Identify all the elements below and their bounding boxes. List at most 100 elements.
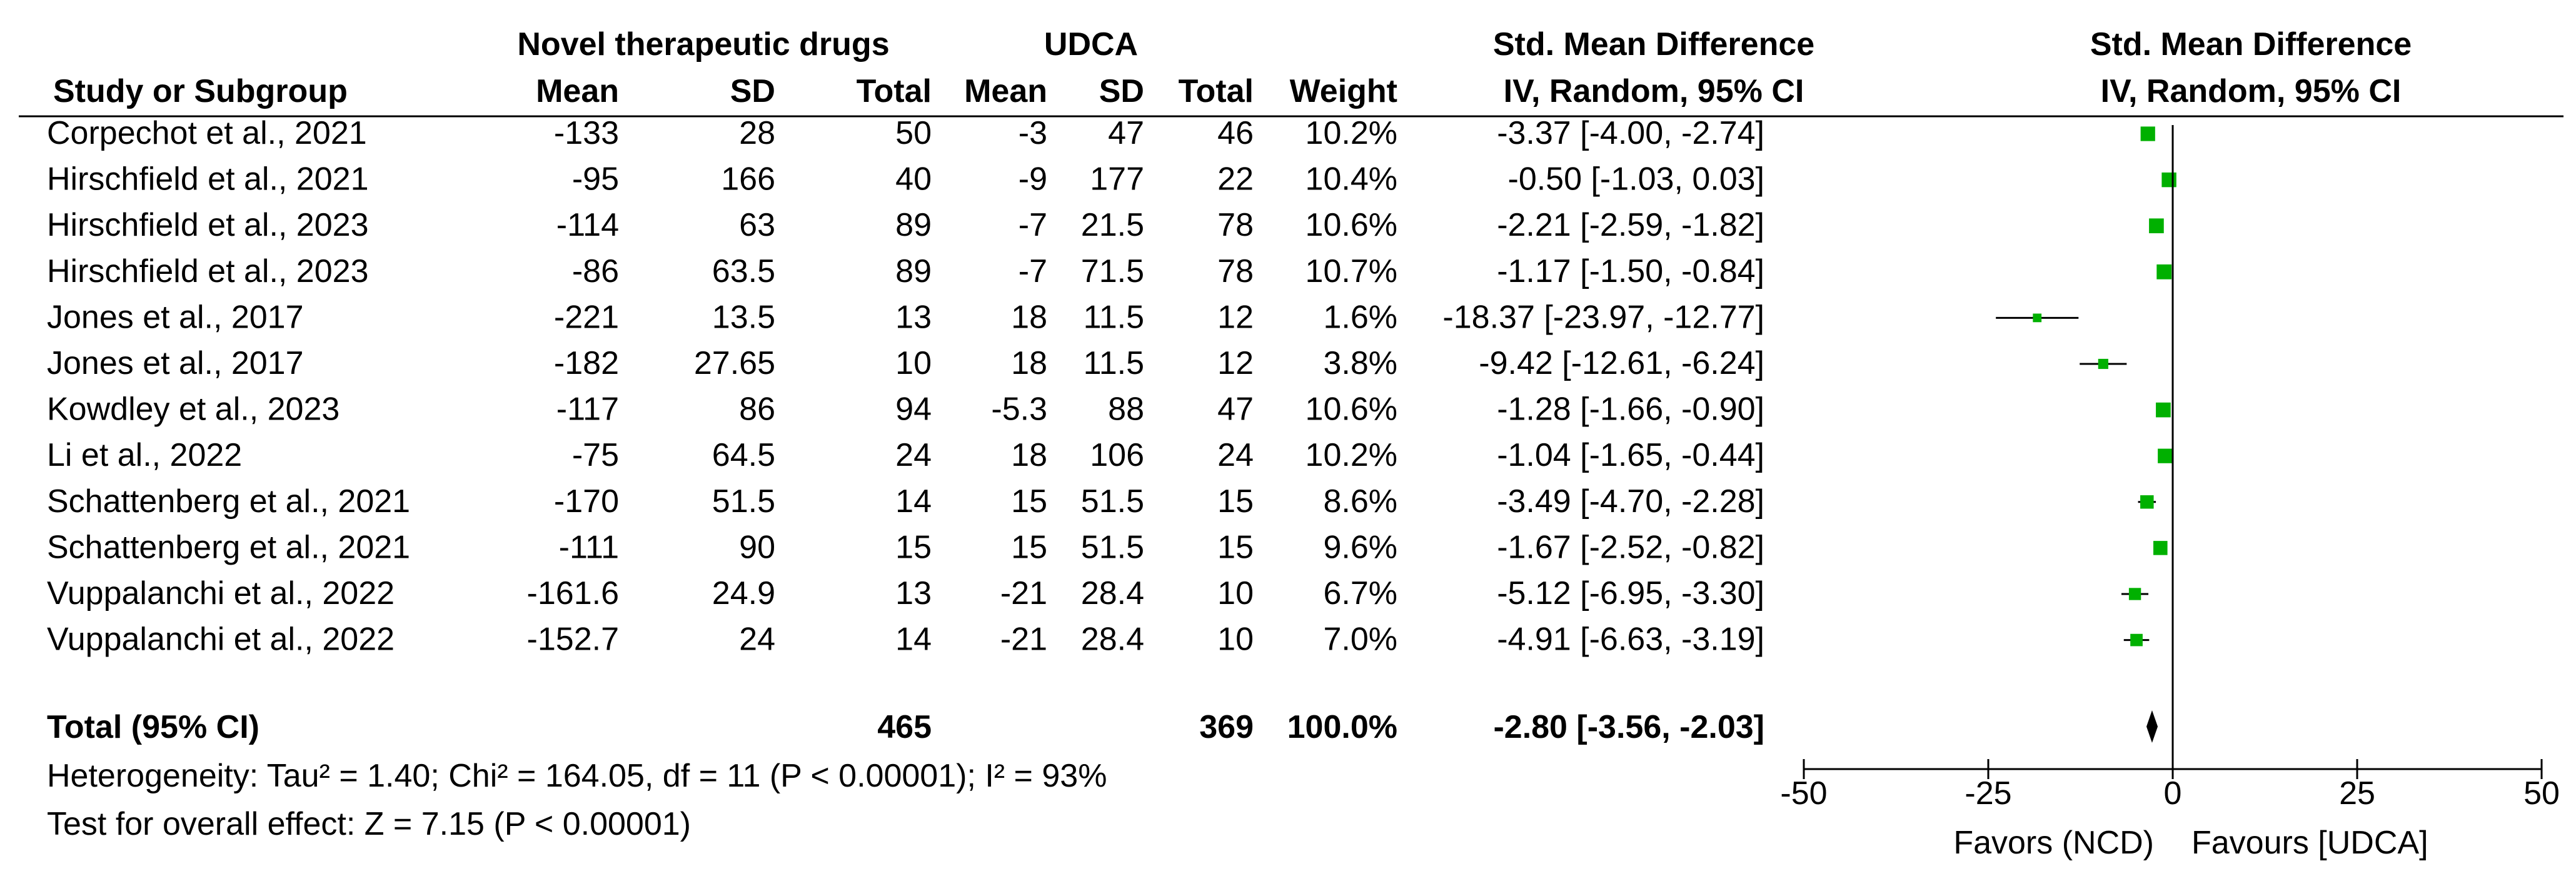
cell-ctl-total: 78: [1217, 207, 1254, 243]
cell-weight: 10.6%: [1306, 391, 1397, 428]
cell-exp-total: 14: [895, 622, 932, 658]
cell-study: Hirschfield et al., 2023: [47, 253, 369, 289]
cell-exp-mean: -95: [572, 161, 619, 198]
cell-exp-sd: 63: [739, 207, 775, 243]
cell-ci-text: -18.37 [-23.97, -12.77]: [1442, 299, 1764, 335]
cell-ctl-mean: -3: [1019, 115, 1047, 151]
table-row: Hirschfield et al., 2021 -95 166 40 -9 177 22 1…: [47, 161, 1764, 198]
cell-weight: 9.6%: [1323, 529, 1397, 565]
plot-header-line2: IV, Random, 95% CI: [2101, 73, 2402, 109]
favours-left-label: Favors (NCD): [1953, 825, 2154, 861]
cell-weight: 10.4%: [1306, 161, 1397, 198]
cell-exp-sd: 13.5: [712, 299, 775, 335]
effect-point: [2130, 633, 2143, 647]
cell-ctl-total: 10: [1217, 575, 1254, 612]
cell-ctl-sd: 71.5: [1081, 253, 1144, 289]
forest-plot-area: -50 -25 0 25 50 Favors (NCD) Favours [UDCA]: [1780, 125, 2560, 861]
cell-ci-text: -3.49 [-4.70, -2.28]: [1497, 483, 1764, 520]
cell-ctl-mean: 15: [1011, 529, 1047, 565]
cell-ctl-mean: 15: [1011, 483, 1047, 520]
effect-point: [2161, 172, 2176, 188]
cell-ctl-mean: -5.3: [991, 391, 1047, 428]
cell-ctl-total: 46: [1217, 115, 1254, 151]
cell-exp-sd: 64.5: [712, 437, 775, 473]
table-row: Hirschfield et al., 2023 -86 63.5 89 -7 71.5 7…: [47, 253, 1764, 289]
cell-study: Schattenberg et al., 2021: [47, 483, 410, 520]
total-weight: 100.0%: [1287, 709, 1397, 745]
cell-ctl-sd: 51.5: [1081, 529, 1144, 565]
overall-effect-stats: Test for overall effect: Z = 7.15 (P < 0…: [47, 806, 691, 842]
table-row: Schattenberg et al., 2021 -170 51.5 14 15 51.…: [47, 483, 1764, 520]
control-group-header: UDCA: [1044, 26, 1138, 63]
cell-exp-sd: 24: [739, 622, 775, 658]
cell-ctl-sd: 106: [1090, 437, 1144, 473]
cell-exp-total: 50: [895, 115, 932, 151]
cell-exp-mean: -170: [554, 483, 619, 520]
x-tick-label: -25: [1965, 775, 2011, 812]
cell-weight: 3.8%: [1323, 345, 1397, 381]
cell-weight: 10.6%: [1306, 207, 1397, 243]
effect-column-header-line2: IV, Random, 95% CI: [1504, 73, 1804, 109]
cell-ctl-total: 78: [1217, 253, 1254, 289]
cell-ci-text: -4.91 [-6.63, -3.19]: [1497, 622, 1764, 658]
cell-ci-text: -1.67 [-2.52, -0.82]: [1497, 529, 1764, 565]
cell-exp-mean: -114: [556, 207, 619, 243]
study-rows: Corpechot et al., 2021 -133 28 50 -3 47 46 10.2…: [47, 115, 1764, 658]
total-row: Total (95% CI) 465 369 100.0% -2.80 [-3.…: [47, 709, 1764, 745]
ctl-mean-column-header: Mean: [964, 73, 1047, 109]
table-row: Vuppalanchi et al., 2022 -161.6 24.9 13 -21 2…: [47, 575, 1764, 612]
cell-ctl-sd: 51.5: [1081, 483, 1144, 520]
cell-ci-text: -1.04 [-1.65, -0.44]: [1497, 437, 1764, 473]
total-ctl-n: 369: [1199, 709, 1254, 745]
cell-weight: 10.2%: [1306, 115, 1397, 151]
cell-exp-mean: -221: [554, 299, 619, 335]
total-exp-n: 465: [877, 709, 932, 745]
cell-weight: 10.2%: [1306, 437, 1397, 473]
table-row: Jones et al., 2017 -221 13.5 13 18 11.5 12 1.6%…: [47, 299, 1764, 335]
x-tick-label: 0: [2164, 775, 2182, 812]
cell-ctl-total: 15: [1217, 483, 1254, 520]
exp-sd-column-header: SD: [730, 73, 775, 109]
cell-ci-text: -0.50 [-1.03, 0.03]: [1508, 161, 1765, 198]
total-label: Total (95% CI): [47, 709, 259, 745]
cell-ctl-total: 12: [1217, 345, 1254, 381]
cell-exp-total: 24: [895, 437, 932, 473]
cell-exp-sd: 90: [739, 529, 775, 565]
cell-ci-text: -3.37 [-4.00, -2.74]: [1497, 115, 1764, 151]
cell-exp-mean: -111: [559, 529, 619, 565]
cell-exp-total: 13: [895, 299, 932, 335]
cell-exp-sd: 28: [739, 115, 775, 151]
cell-ctl-mean: 18: [1011, 299, 1047, 335]
experimental-group-header: Novel therapeutic drugs: [517, 26, 889, 63]
cell-ctl-total: 15: [1217, 529, 1254, 565]
cell-exp-total: 40: [895, 161, 932, 198]
cell-exp-mean: -117: [556, 391, 619, 428]
ctl-total-column-header: Total: [1179, 73, 1254, 109]
cell-exp-sd: 27.65: [694, 345, 775, 381]
cell-exp-mean: -86: [572, 253, 619, 289]
cell-study: Kowdley et al., 2023: [47, 391, 340, 428]
table-row: Jones et al., 2017 -182 27.65 10 18 11.5 12 3.8…: [47, 345, 1764, 381]
cell-ci-text: -1.17 [-1.50, -0.84]: [1497, 253, 1764, 289]
cell-exp-total: 15: [895, 529, 932, 565]
cell-ctl-mean: -9: [1019, 161, 1047, 198]
cell-study: Li et al., 2022: [47, 437, 242, 473]
heterogeneity-stats: Heterogeneity: Tau² = 1.40; Chi² = 164.0…: [47, 758, 1107, 794]
cell-weight: 6.7%: [1323, 575, 1397, 612]
cell-ci-text: -2.21 [-2.59, -1.82]: [1497, 207, 1764, 243]
effect-point: [2158, 448, 2173, 463]
cell-exp-sd: 166: [721, 161, 775, 198]
ctl-sd-column-header: SD: [1099, 73, 1144, 109]
x-tick-label: 50: [2523, 775, 2560, 812]
cell-study: Vuppalanchi et al., 2022: [47, 622, 395, 658]
exp-mean-column-header: Mean: [536, 73, 619, 109]
weight-column-header: Weight: [1290, 73, 1397, 109]
x-tick-label: 25: [2339, 775, 2375, 812]
cell-study: Vuppalanchi et al., 2022: [47, 575, 395, 612]
effect-point: [2149, 218, 2164, 234]
effect-point: [2156, 402, 2171, 418]
cell-study: Hirschfield et al., 2021: [47, 161, 369, 198]
cell-exp-mean: -161.6: [527, 575, 619, 612]
cell-exp-sd: 86: [739, 391, 775, 428]
cell-ctl-mean: -7: [1019, 253, 1047, 289]
